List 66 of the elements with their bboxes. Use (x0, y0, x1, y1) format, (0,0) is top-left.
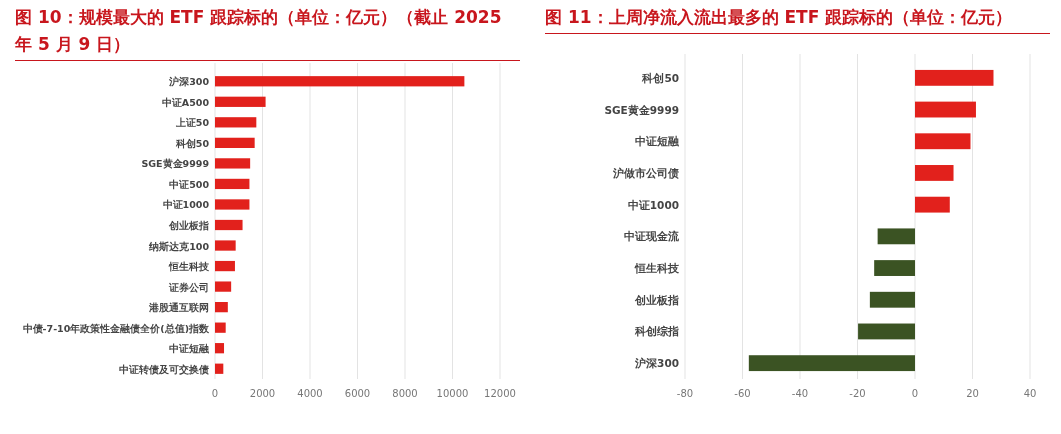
bar (215, 260, 235, 272)
x-tick-label: -40 (791, 388, 809, 399)
y-tick-label: SGE黄金9999 (141, 158, 209, 170)
bar (215, 322, 226, 333)
bar (215, 117, 257, 128)
bar (874, 260, 915, 276)
y-tick-label: 纳斯达克100 (148, 240, 210, 252)
x-tick-label: -20 (849, 388, 866, 399)
bar (915, 133, 971, 150)
y-tick-label: 创业板指 (168, 220, 209, 231)
bar (877, 228, 915, 245)
y-tick-label: 科创综指 (634, 325, 679, 338)
x-tick-label: 4000 (297, 388, 323, 399)
y-tick-label: 中证1000 (627, 198, 679, 211)
y-tick-label: 中证现金流 (624, 230, 680, 243)
bar (215, 302, 228, 313)
bar (215, 158, 251, 169)
bar (915, 101, 976, 118)
bar (748, 355, 915, 372)
x-tick-label: 12000 (484, 388, 516, 399)
y-tick-label: 中债-7-10年政策性金融债全价(总值)指数 (22, 322, 210, 334)
y-tick-label: 中证转债及可交换债 (119, 363, 209, 375)
y-tick-label: 中证1000 (162, 199, 210, 211)
y-tick-label: 中证短融 (635, 135, 680, 148)
y-tick-label: 恒生科技 (168, 261, 210, 273)
x-tick-label: 40 (1023, 388, 1037, 399)
x-tick-label: 6000 (344, 388, 371, 399)
x-tick-label: 8000 (392, 388, 418, 399)
x-tick-label: -80 (676, 388, 694, 399)
bar (915, 165, 954, 181)
y-tick-label: 科创50 (174, 137, 210, 149)
x-tick-label: 2000 (249, 388, 276, 399)
bar (215, 343, 225, 354)
y-tick-label: 中证短融 (169, 343, 210, 355)
y-tick-label: 证券公司 (168, 281, 209, 293)
y-tick-label: 沪深300 (634, 357, 679, 370)
x-tick-label: -60 (734, 388, 751, 399)
x-tick-label: 0 (911, 388, 919, 399)
bar (215, 76, 465, 87)
x-tick-label: 10000 (436, 388, 469, 399)
bar (215, 281, 232, 292)
y-tick-label: 港股通互联网 (148, 302, 209, 314)
y-tick-label: 恒生科技 (634, 262, 680, 275)
bar (215, 240, 236, 251)
bar (215, 96, 266, 107)
bar (915, 196, 950, 213)
y-tick-label: 科创50 (641, 71, 679, 84)
x-tick-label: 20 (966, 388, 979, 399)
y-tick-label: 中证A500 (161, 96, 210, 108)
bar (215, 137, 255, 148)
y-tick-label: 中证500 (169, 178, 210, 190)
chart-title: 图 11：上周净流入流出最多的 ETF 跟踪标的（单位：亿元） (545, 0, 1050, 34)
x-tick-label: 0 (211, 388, 219, 399)
bar (215, 219, 243, 231)
bar (215, 363, 224, 374)
y-tick-label: 沪深300 (168, 76, 210, 88)
y-tick-label: 沪做市公司债 (612, 166, 679, 179)
y-tick-label: 上证50 (174, 117, 210, 129)
y-tick-label: 创业板指 (634, 293, 679, 306)
bar (915, 69, 994, 86)
y-tick-label: SGE黄金9999 (604, 103, 679, 117)
bar (858, 323, 915, 340)
bar (215, 178, 250, 190)
bar (215, 199, 250, 210)
chart-title: 图 10：规模最大的 ETF 跟踪标的（单位：亿元）（截止 2025 年 5 月 9 日） (15, 0, 520, 61)
bar (869, 291, 915, 308)
